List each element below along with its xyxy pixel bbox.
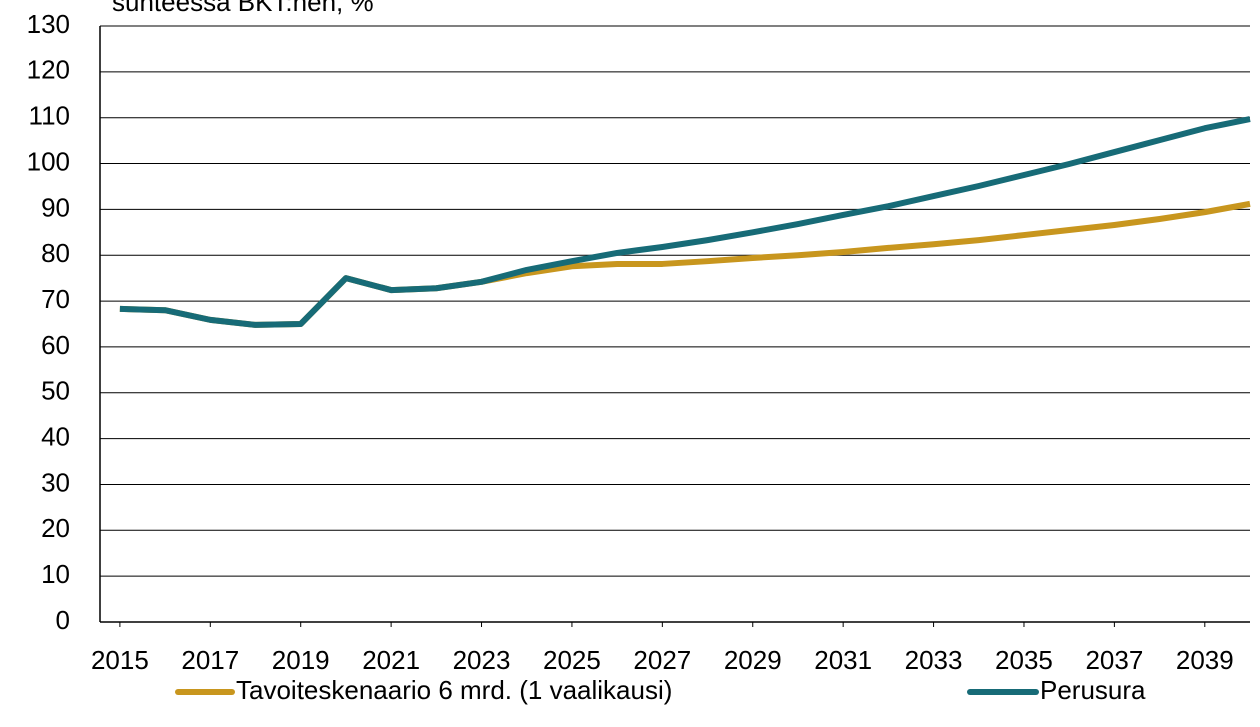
y-tick-label: 90 (41, 192, 70, 222)
x-tick-label: 2035 (995, 645, 1053, 675)
y-tick-label: 20 (41, 513, 70, 543)
x-tick-label: 2039 (1176, 645, 1234, 675)
y-tick-label: 110 (29, 101, 70, 131)
x-tick-label: 2037 (1085, 645, 1143, 675)
chart-title: suhteessa BKT:hen, % (112, 0, 374, 17)
x-tick-label: 2015 (91, 645, 149, 675)
x-tick-label: 2021 (362, 645, 420, 675)
legend-label: Tavoiteskenaario 6 mrd. (1 vaalikausi) (236, 675, 672, 705)
y-tick-label: 100 (27, 146, 70, 176)
y-tick-label: 10 (41, 559, 70, 589)
x-tick-label: 2019 (272, 645, 330, 675)
x-tick-label: 2033 (905, 645, 963, 675)
x-tick-label: 2025 (543, 645, 601, 675)
y-tick-label: 30 (41, 467, 70, 497)
y-tick-label: 130 (27, 9, 70, 39)
x-tick-label: 2023 (453, 645, 511, 675)
x-tick-label: 2029 (724, 645, 782, 675)
y-tick-label: 80 (41, 238, 70, 268)
y-tick-label: 0 (56, 605, 70, 635)
x-tick-label: 2031 (814, 645, 872, 675)
y-tick-label: 70 (41, 284, 70, 314)
x-tick-label: 2017 (181, 645, 239, 675)
y-tick-label: 40 (41, 421, 70, 451)
y-tick-label: 60 (41, 330, 70, 360)
legend-label: Perusura (1040, 675, 1146, 705)
y-tick-label: 120 (27, 55, 70, 85)
series-line (119, 116, 1251, 328)
series-line (119, 200, 1251, 328)
x-tick-label: 2027 (633, 645, 691, 675)
y-tick-label: 50 (41, 376, 70, 406)
